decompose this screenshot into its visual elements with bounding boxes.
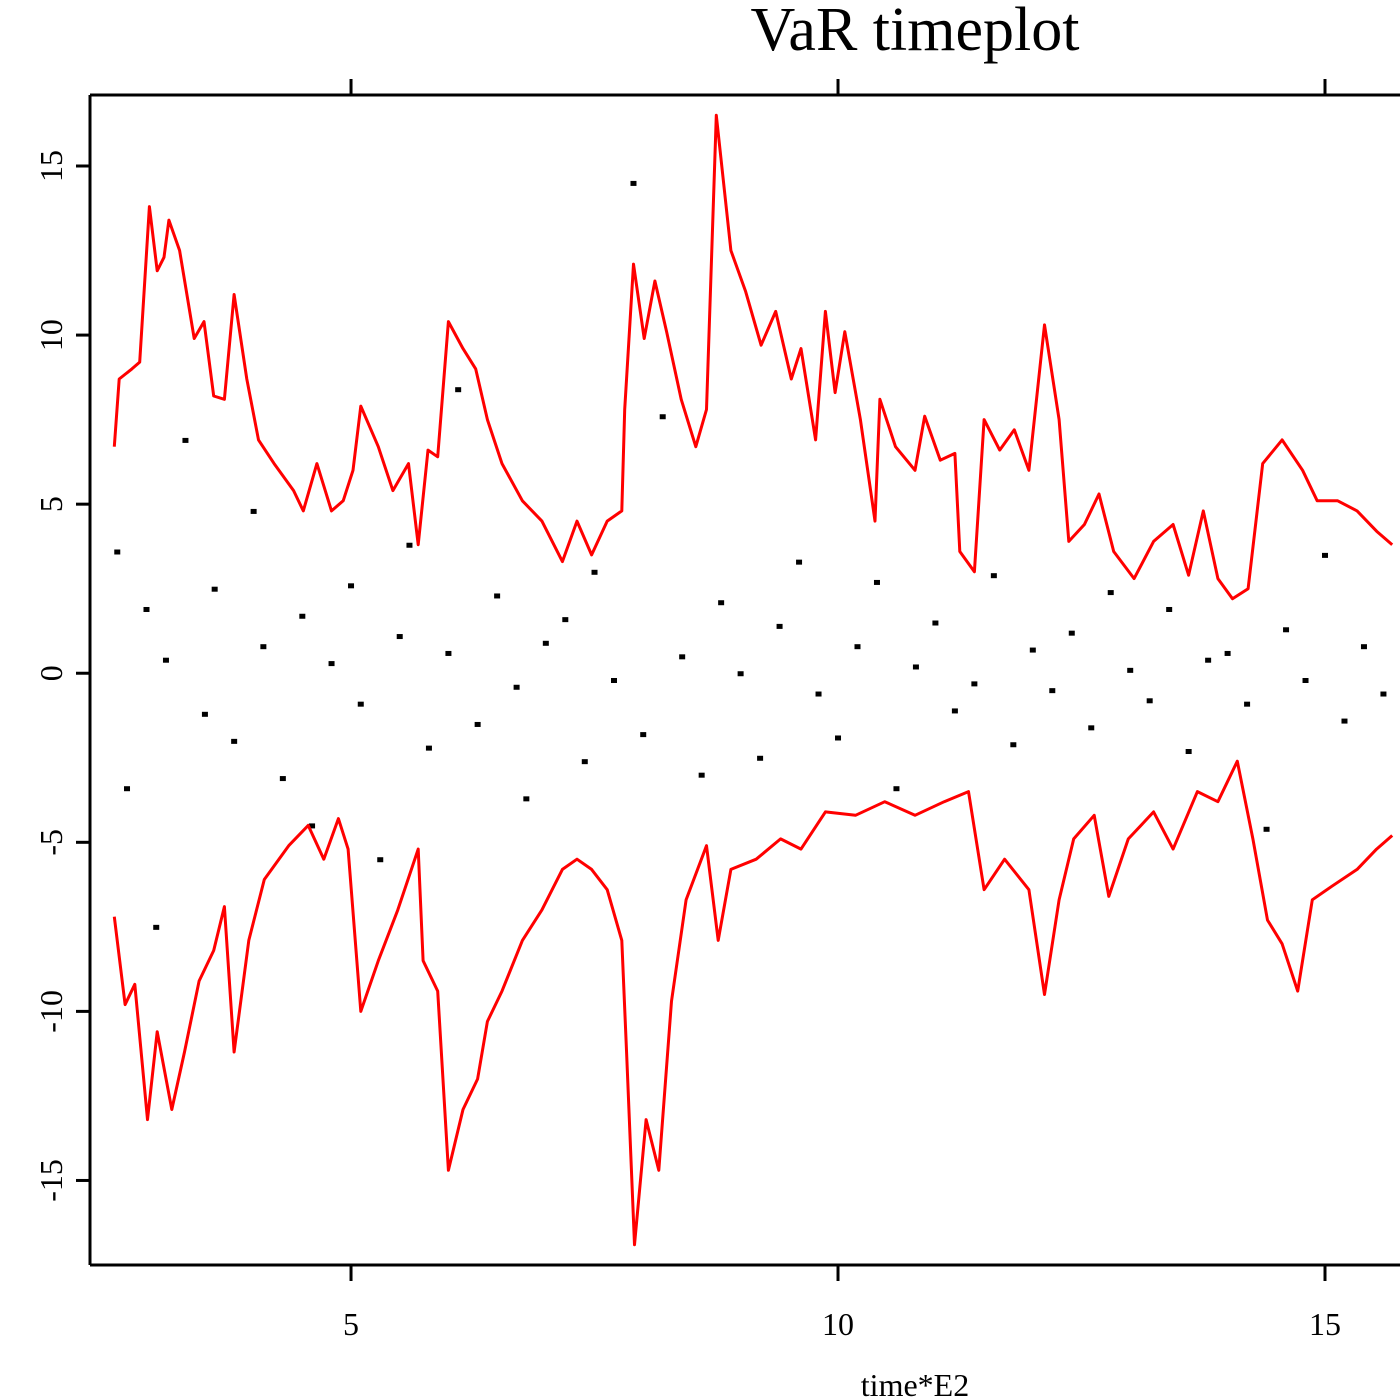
return-point bbox=[630, 180, 637, 186]
return-point bbox=[1049, 688, 1056, 694]
return-point bbox=[815, 691, 822, 697]
x-tick-label: 15 bbox=[1309, 1306, 1341, 1342]
return-point bbox=[1380, 691, 1387, 697]
return-point bbox=[124, 786, 131, 792]
y-tick-label: 10 bbox=[33, 319, 69, 351]
return-point bbox=[679, 654, 686, 660]
return-point bbox=[494, 593, 501, 599]
return-point bbox=[1010, 742, 1017, 748]
return-point bbox=[562, 617, 569, 623]
return-point bbox=[1322, 552, 1329, 558]
return-point bbox=[1205, 657, 1212, 663]
return-point bbox=[523, 796, 530, 802]
return-point bbox=[455, 387, 462, 393]
y-tick-label: 5 bbox=[33, 496, 69, 512]
return-point bbox=[357, 701, 364, 707]
return-point bbox=[250, 508, 257, 514]
return-point bbox=[513, 684, 520, 690]
return-point bbox=[1127, 667, 1134, 673]
return-point bbox=[260, 644, 267, 650]
return-point bbox=[1283, 627, 1290, 633]
return-point bbox=[328, 661, 335, 667]
return-point bbox=[990, 573, 997, 579]
return-point bbox=[1244, 701, 1251, 707]
return-point bbox=[299, 613, 306, 619]
return-point bbox=[611, 678, 617, 683]
y-tick-label: 0 bbox=[33, 665, 69, 681]
return-point bbox=[211, 586, 218, 592]
return-point bbox=[640, 732, 647, 738]
return-point bbox=[951, 708, 958, 714]
return-point bbox=[1263, 826, 1270, 832]
return-point bbox=[718, 600, 725, 606]
return-point bbox=[1302, 678, 1309, 683]
y-tick-label: -5 bbox=[33, 829, 69, 856]
return-point bbox=[474, 721, 481, 727]
return-point bbox=[114, 549, 121, 555]
return-point bbox=[1166, 606, 1173, 612]
return-point bbox=[581, 759, 588, 765]
return-point bbox=[162, 657, 169, 663]
return-point bbox=[396, 634, 403, 640]
y-tick-label: 15 bbox=[33, 150, 69, 182]
return-point bbox=[153, 924, 160, 930]
return-point bbox=[1107, 590, 1114, 596]
return-point bbox=[406, 542, 413, 548]
return-point bbox=[445, 650, 452, 656]
return-point bbox=[659, 414, 666, 420]
return-point bbox=[279, 776, 286, 782]
return-point bbox=[1029, 647, 1036, 653]
return-point bbox=[182, 437, 189, 443]
return-point bbox=[425, 745, 432, 751]
plot-area bbox=[112, 113, 1394, 1247]
return-point bbox=[348, 583, 355, 589]
return-point bbox=[542, 640, 549, 646]
y-tick-label: -10 bbox=[33, 990, 69, 1033]
return-point bbox=[1360, 644, 1367, 650]
return-point bbox=[854, 644, 861, 650]
return-point bbox=[912, 664, 919, 670]
return-point bbox=[377, 857, 384, 863]
chart-title: VaR timeplot bbox=[751, 0, 1080, 64]
return-point bbox=[698, 772, 705, 778]
return-point bbox=[893, 786, 900, 792]
return-point bbox=[591, 569, 598, 575]
return-point bbox=[1185, 749, 1192, 755]
return-point bbox=[143, 606, 150, 612]
return-point bbox=[796, 559, 803, 565]
return-point bbox=[737, 671, 744, 677]
return-point bbox=[971, 681, 978, 687]
return-point bbox=[1146, 698, 1153, 704]
return-point bbox=[776, 623, 783, 629]
return-point bbox=[1341, 718, 1348, 724]
return-point bbox=[1068, 630, 1075, 636]
var-line bbox=[112, 759, 1394, 1247]
x-tick-label: 5 bbox=[343, 1306, 359, 1342]
return-point bbox=[1088, 725, 1095, 731]
return-point bbox=[932, 620, 939, 626]
return-point bbox=[757, 755, 764, 761]
var-line bbox=[112, 113, 1394, 601]
return-point bbox=[231, 738, 238, 744]
return-point bbox=[309, 823, 316, 829]
return-point bbox=[835, 735, 842, 741]
y-tick-label: -15 bbox=[33, 1159, 69, 1202]
return-point bbox=[873, 579, 880, 585]
x-tick-label: 10 bbox=[822, 1306, 854, 1342]
x-axis-label: time*E2 bbox=[861, 1367, 969, 1400]
return-point bbox=[1224, 650, 1231, 656]
return-point bbox=[201, 711, 208, 717]
